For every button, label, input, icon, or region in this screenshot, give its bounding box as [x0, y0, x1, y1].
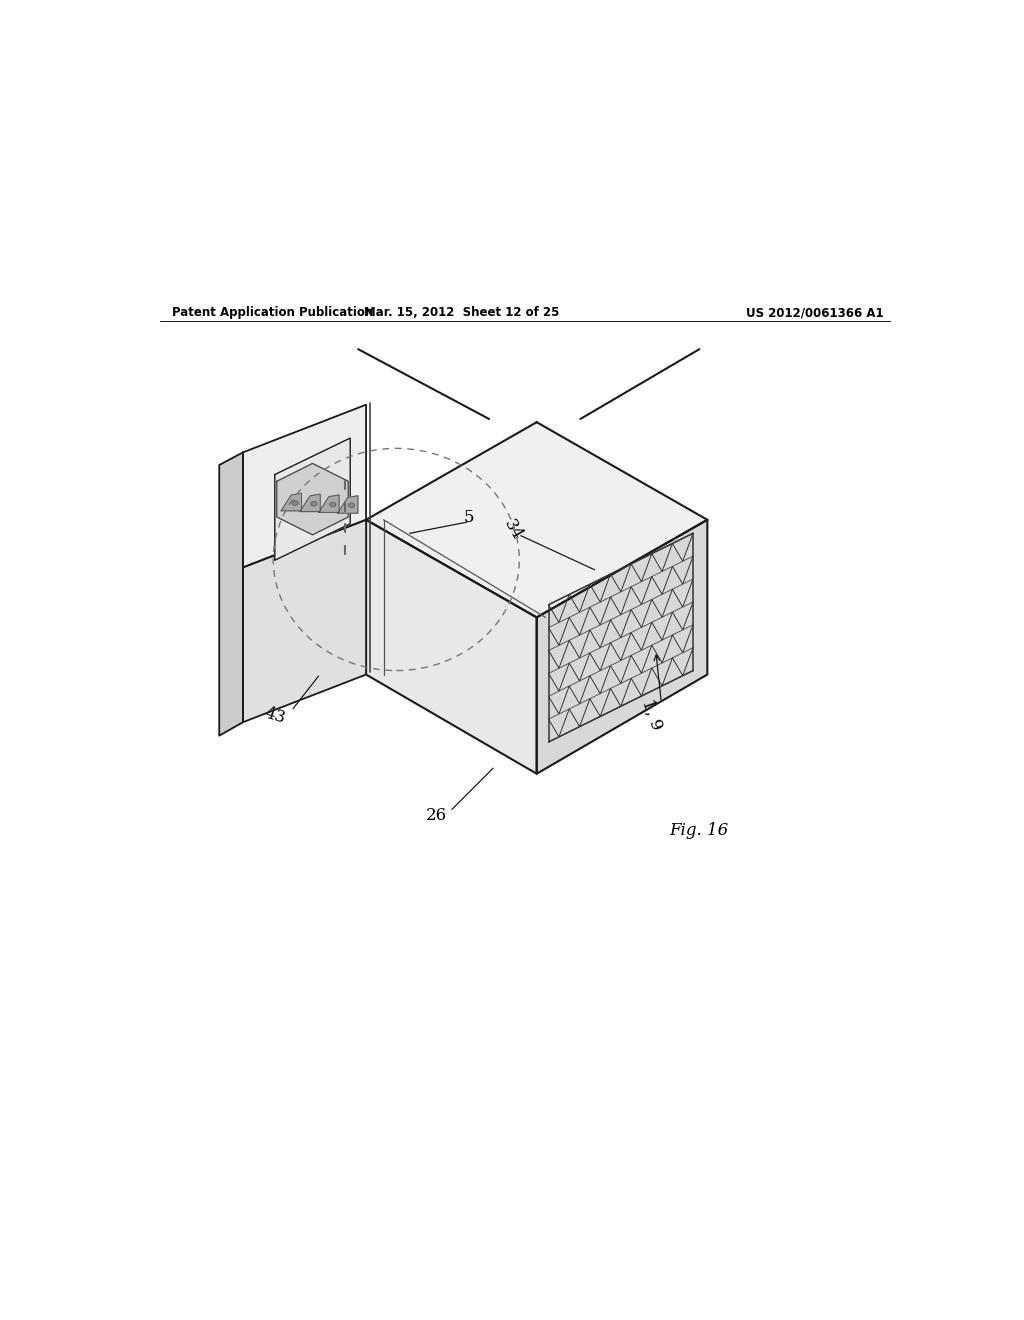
Text: 1, 9: 1, 9 [638, 697, 666, 733]
Polygon shape [367, 520, 537, 774]
Text: 5: 5 [464, 510, 474, 525]
Polygon shape [300, 494, 321, 512]
Polygon shape [243, 520, 367, 722]
Polygon shape [537, 520, 708, 774]
Text: Fig. 16: Fig. 16 [670, 822, 728, 840]
Ellipse shape [330, 502, 336, 507]
Ellipse shape [292, 500, 298, 506]
Ellipse shape [348, 503, 354, 508]
Polygon shape [219, 453, 243, 735]
Polygon shape [276, 463, 348, 535]
Polygon shape [274, 438, 350, 560]
Polygon shape [367, 422, 708, 618]
Text: 26: 26 [425, 807, 446, 824]
Polygon shape [338, 496, 358, 513]
Text: 43: 43 [262, 705, 288, 727]
Text: Mar. 15, 2012  Sheet 12 of 25: Mar. 15, 2012 Sheet 12 of 25 [364, 306, 559, 319]
Polygon shape [243, 405, 367, 568]
Text: Patent Application Publication: Patent Application Publication [172, 306, 374, 319]
Text: US 2012/0061366 A1: US 2012/0061366 A1 [745, 306, 884, 319]
Ellipse shape [310, 502, 317, 506]
Polygon shape [281, 494, 301, 511]
Polygon shape [318, 495, 339, 512]
Text: 34: 34 [500, 516, 525, 544]
